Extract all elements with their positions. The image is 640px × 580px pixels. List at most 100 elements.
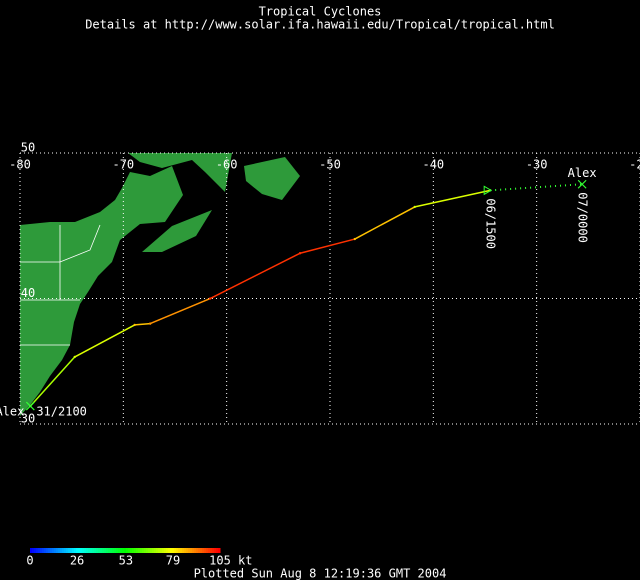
colorbar-cell: [154, 548, 157, 553]
colorbar-cell: [86, 548, 89, 553]
track-point: [149, 322, 152, 325]
colorbar-cell: [88, 548, 91, 553]
colorbar-cell: [150, 548, 153, 553]
colorbar-cell: [108, 548, 111, 553]
track-point: [133, 323, 136, 327]
colorbar-cell: [80, 548, 83, 553]
colorbar-cell: [168, 548, 171, 553]
colorbar-cell: [198, 548, 201, 553]
colorbar-cell: [164, 548, 167, 553]
track-segment: [29, 356, 76, 407]
track-segment: [209, 252, 301, 300]
colorbar-cell: [170, 548, 173, 553]
colorbar-cell: [64, 548, 67, 553]
colorbar-tick-label: 79: [166, 554, 180, 568]
colorbar-cell: [120, 548, 123, 553]
colorbar-cell: [50, 548, 53, 553]
colorbar-cell: [206, 548, 209, 553]
colorbar-cell: [90, 548, 93, 553]
colorbar-cell: [52, 548, 55, 553]
colorbar-cell: [104, 548, 107, 553]
colorbar-cell: [128, 548, 131, 553]
colorbar-cell: [32, 548, 35, 553]
storm-marker: [25, 401, 35, 411]
colorbar-cell: [100, 548, 103, 553]
colorbar-cell: [40, 548, 43, 553]
colorbar-cell: [82, 548, 85, 553]
x-tick-label: -30: [526, 158, 548, 172]
colorbar-cell: [188, 548, 191, 553]
track-point: [208, 297, 212, 300]
colorbar-cell: [204, 548, 207, 553]
colorbar-cell: [166, 548, 169, 553]
land: [20, 153, 300, 416]
colorbar-cell: [84, 548, 87, 553]
colorbar-cell: [160, 548, 163, 553]
colorbar-cell: [152, 548, 155, 553]
colorbar-cell: [190, 548, 193, 553]
colorbar-cell: [92, 548, 95, 553]
track-segment: [149, 297, 211, 325]
colorbar-cell: [72, 548, 75, 553]
colorbar-cell: [174, 548, 177, 553]
x-tick-label: -80: [9, 158, 31, 172]
y-tick-label: 50: [21, 141, 35, 155]
time-label: 06/1500: [484, 198, 498, 249]
y-tick-label: 30: [21, 412, 35, 426]
colorbar-cell: [216, 548, 219, 553]
x-tick-label: -50: [319, 158, 341, 172]
newfoundland: [244, 157, 300, 200]
forecast-track: [490, 183, 583, 192]
subtitle: Details at http://www.solar.ifa.hawaii.e…: [85, 18, 555, 32]
colorbar-cell: [118, 548, 121, 553]
colorbar-cell: [36, 548, 39, 553]
colorbar-cell: [78, 548, 81, 553]
time-label: 31/2100: [36, 405, 87, 419]
track-point: [73, 355, 76, 359]
colorbar-unit: kt: [238, 554, 252, 568]
colorbar-cell: [144, 548, 147, 553]
colorbar-cell: [114, 548, 117, 553]
storm-name: Alex: [568, 166, 597, 180]
x-tick-label: -20: [629, 158, 640, 172]
colorbar-cell: [102, 548, 105, 553]
colorbar-cell: [182, 548, 185, 553]
borders: [20, 224, 101, 346]
colorbar-cell: [146, 548, 149, 553]
title: Tropical Cyclones: [259, 5, 382, 19]
colorbar-cell: [162, 548, 165, 553]
colorbar-cell: [218, 548, 221, 553]
colorbar-cell: [140, 548, 143, 553]
colorbar-cell: [94, 548, 97, 553]
colorbar-cell: [210, 548, 213, 553]
colorbar-cell: [106, 548, 109, 553]
colorbar-cell: [56, 548, 59, 553]
colorbar-cell: [130, 548, 133, 553]
colorbar-cell: [76, 548, 79, 553]
track-segment: [299, 238, 355, 254]
x-tick-label: -60: [216, 158, 238, 172]
time-label: 07/0000: [576, 192, 590, 243]
colorbar-cell: [48, 548, 51, 553]
track-segment: [354, 206, 416, 240]
colorbar-cell: [38, 548, 41, 553]
x-tick-label: -70: [112, 158, 134, 172]
colorbar-cell: [62, 548, 65, 553]
mainland: [20, 166, 183, 416]
colorbar-cell: [98, 548, 101, 553]
colorbar-cell: [142, 548, 145, 553]
colorbar-cell: [172, 548, 175, 553]
colorbar-cell: [212, 548, 215, 553]
colorbar-cell: [66, 548, 69, 553]
colorbar-tick-label: 53: [119, 554, 133, 568]
colorbar-cell: [58, 548, 61, 553]
colorbar-cell: [46, 548, 49, 553]
colorbar-cell: [68, 548, 71, 553]
colorbar-cell: [208, 548, 211, 553]
track-point: [353, 237, 356, 241]
colorbar-cell: [186, 548, 189, 553]
colorbar-cell: [44, 548, 47, 553]
colorbar-cell: [134, 548, 137, 553]
colorbar-cell: [42, 548, 45, 553]
